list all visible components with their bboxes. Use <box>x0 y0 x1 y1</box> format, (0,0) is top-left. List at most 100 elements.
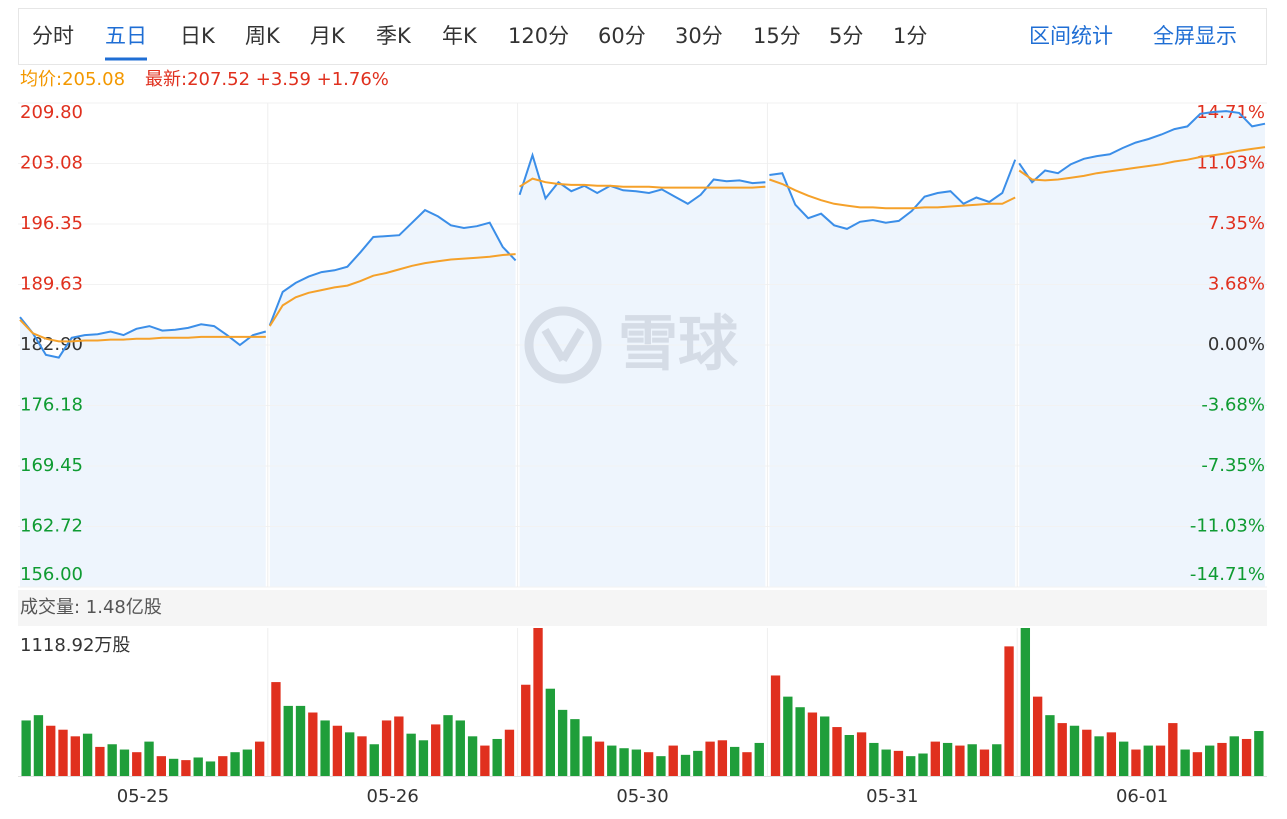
volume-bar <box>181 760 191 776</box>
volume-bar <box>1180 749 1190 776</box>
volume-bar <box>656 756 666 776</box>
volume-bar <box>480 745 490 776</box>
tab[interactable]: 月K <box>310 24 346 48</box>
tab[interactable]: 120分 <box>508 24 569 48</box>
y2-tick-label: -14.71% <box>1190 564 1265 585</box>
x-tick-label: 05-25 <box>117 786 169 807</box>
volume-bar <box>717 740 728 776</box>
y-tick-label: 156.00 <box>20 564 83 585</box>
volume-bar <box>431 724 441 776</box>
volume-bar <box>46 725 56 776</box>
y2-tick-label: 3.68% <box>1208 273 1265 294</box>
tab[interactable]: 分时 <box>32 24 74 48</box>
tab[interactable]: 60分 <box>598 24 646 48</box>
price-line <box>268 253 516 327</box>
volume-bar <box>1131 749 1141 776</box>
x-tick-label: 05-30 <box>616 786 668 807</box>
tab[interactable]: 15分 <box>753 24 801 48</box>
watermark-logo <box>524 306 602 384</box>
volume-bar <box>320 720 330 776</box>
volume-bar <box>820 716 830 776</box>
volume-bar <box>668 745 678 776</box>
watermark-text: 雪球 <box>618 310 739 380</box>
tab[interactable]: 日K <box>180 24 216 48</box>
volume-bar <box>643 752 654 776</box>
volume-bar <box>132 752 142 776</box>
volume-bar <box>594 741 605 776</box>
y2-tick-label: -3.68% <box>1201 395 1265 416</box>
volume-bar <box>242 749 253 776</box>
volume-header <box>18 590 1267 626</box>
price-line <box>769 178 1016 210</box>
tab[interactable]: 5分 <box>829 24 863 48</box>
tab[interactable]: 30分 <box>675 24 723 48</box>
volume-bar <box>33 715 44 776</box>
price-area <box>769 159 1016 587</box>
volume-bar <box>168 758 179 776</box>
y2-tick-label: 0.00% <box>1208 334 1265 355</box>
volume-bar <box>230 752 240 776</box>
y2-tick-label: 11.03% <box>1196 153 1265 174</box>
volume-bar <box>1205 745 1215 776</box>
tab[interactable]: 季K <box>376 24 412 48</box>
volume-bar <box>680 754 691 776</box>
price-line <box>19 316 267 359</box>
volume-bar <box>967 744 977 776</box>
volume-bar <box>979 749 990 776</box>
volume-bar <box>942 742 953 776</box>
volume-bar <box>308 712 318 776</box>
volume-bar <box>1241 738 1252 776</box>
volume-bar <box>1082 729 1092 776</box>
y2-tick-label: -7.35% <box>1201 455 1265 476</box>
price-area <box>20 317 266 587</box>
volume-bar <box>443 715 453 776</box>
volume-bar <box>807 712 818 776</box>
volume-title: 成交量: 1.48亿股 <box>20 597 162 618</box>
volume-bar <box>1217 742 1227 776</box>
y2-tick-label: -11.03% <box>1190 515 1265 536</box>
volume-bar <box>521 684 531 776</box>
action[interactable]: 区间统计 <box>1029 24 1113 48</box>
volume-bar <box>1106 732 1117 776</box>
volume-bar <box>1155 745 1166 776</box>
volume-bar <box>582 736 592 776</box>
y-tick-label: 196.35 <box>20 213 83 234</box>
volume-bar <box>754 742 764 776</box>
toolbar <box>18 8 1267 65</box>
volume-bar <box>254 741 265 776</box>
volume-bar <box>193 757 203 776</box>
volume-bar <box>930 741 940 776</box>
watermark-logo <box>541 327 585 363</box>
volume-bar <box>1020 628 1031 776</box>
tab[interactable]: 年K <box>442 24 478 48</box>
volume-bar <box>369 744 379 776</box>
volume-bar <box>1069 725 1080 776</box>
avg-price: 均价:205.08 <box>20 69 125 90</box>
tab[interactable]: 五日 <box>105 24 147 48</box>
tab[interactable]: 周K <box>245 24 281 48</box>
volume-bar <box>492 738 502 776</box>
tab[interactable]: 1分 <box>893 24 927 48</box>
volume-bar <box>1094 736 1104 776</box>
volume-bar <box>381 720 392 776</box>
volume-bar <box>1229 736 1239 776</box>
action[interactable]: 全屏显示 <box>1153 24 1237 48</box>
price-line <box>519 177 766 189</box>
volume-bar <box>1057 723 1067 776</box>
volume-bar <box>205 761 216 776</box>
volume-bar <box>693 750 703 776</box>
volume-bar <box>58 729 68 776</box>
volume-bar <box>119 749 130 776</box>
volume-bar <box>557 709 568 776</box>
volume-bar <box>504 729 515 776</box>
volume-bar <box>992 744 1002 776</box>
volume-bar <box>742 752 752 776</box>
volume-bar <box>107 744 117 776</box>
volume-bar <box>918 753 928 776</box>
x-tick-label: 05-31 <box>866 786 918 807</box>
price-area <box>269 210 516 587</box>
volume-bar <box>607 745 617 776</box>
volume-bar <box>906 756 916 776</box>
volume-bar <box>730 746 740 776</box>
